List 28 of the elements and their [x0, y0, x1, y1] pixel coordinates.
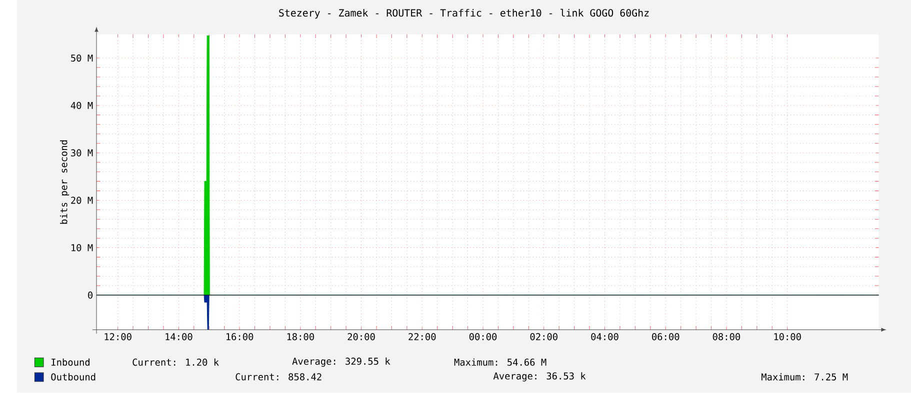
x-tick-label: 08:00 — [712, 333, 740, 340]
y-tick-label: 40 M — [70, 102, 93, 110]
x-tick-label: 02:00 — [530, 333, 558, 340]
text: Maximum: 7.25 M — [762, 373, 848, 381]
x-tick-label: 16:00 — [226, 333, 254, 340]
x-tick-label: 06:00 — [652, 333, 680, 340]
y-tick-label: 20 M — [71, 196, 93, 204]
x-tick-label: 12:00 — [104, 333, 132, 340]
text: Average: 329.55 k — [292, 358, 390, 367]
legend-label: Outbound — [51, 373, 96, 381]
y-tick-label: 10 M — [72, 244, 93, 252]
y-tick-label: 30 M — [71, 150, 93, 157]
y-tick-label: 0 — [88, 292, 92, 299]
text: Maximum: 54.66 M — [454, 358, 546, 366]
chart-title: Stezery - Zamek - ROUTER - Traffic - ether10 - link GOGO 60Ghz — [279, 9, 649, 19]
x-tick-label: 00:00 — [469, 333, 497, 340]
x-tick-label: 18:00 — [287, 333, 314, 340]
y-tick-label: 50 M — [71, 54, 93, 62]
legend-label: Inbound — [52, 358, 90, 366]
text: Current: 858.42 — [236, 373, 322, 381]
text: Average: 36.53 k — [493, 372, 586, 382]
x-tick-label: 22:00 — [408, 333, 436, 340]
x-tick-label: 10:00 — [774, 333, 801, 340]
text: Current: 1.20 k — [132, 358, 219, 366]
x-tick-label: 20:00 — [348, 333, 375, 340]
y-axis-title: bits per second — [60, 140, 70, 224]
x-tick-label: 14:00 — [166, 333, 192, 340]
x-tick-label: 04:00 — [591, 333, 618, 340]
